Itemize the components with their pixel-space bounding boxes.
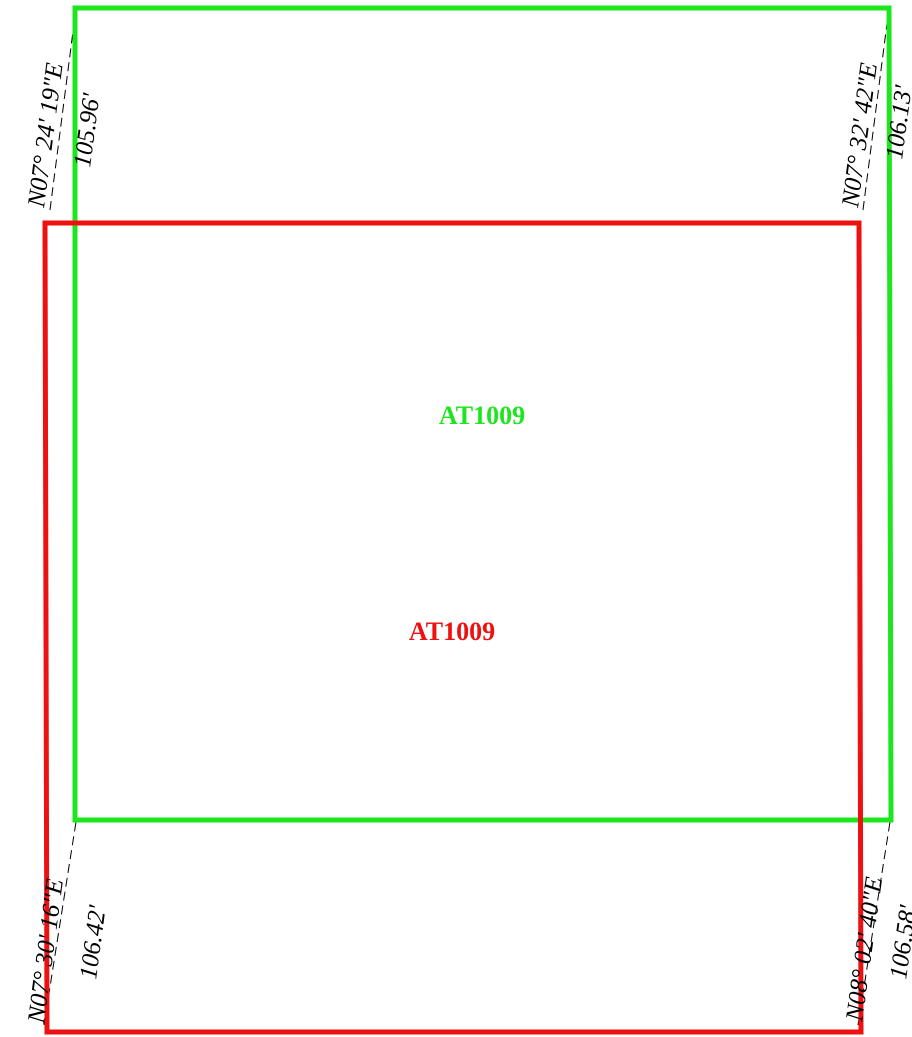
red-west-bearing: N07° 30' 16"E [23,877,69,1026]
green-east-bearing: N07° 32' 42"E [837,61,883,210]
green-west-bearing: N07° 24' 19"E [23,61,69,210]
red-west-distance: 106.42' [75,903,112,981]
red-parcel-label: AT1009 [409,617,495,646]
green-parcel-boundary[interactable] [72,5,894,823]
red-east-distance: 106.58' [885,903,912,981]
green-east-distance: 106.13' [881,83,912,161]
tie-lines [43,7,891,1026]
green-west-tie-line [49,7,77,211]
green-east-tie-line [862,7,890,211]
green-parcel-label: AT1009 [439,401,525,430]
red-east-bearing: N08° 02' 40"E [841,875,888,1024]
red-parcel-boundary[interactable] [42,220,864,1035]
